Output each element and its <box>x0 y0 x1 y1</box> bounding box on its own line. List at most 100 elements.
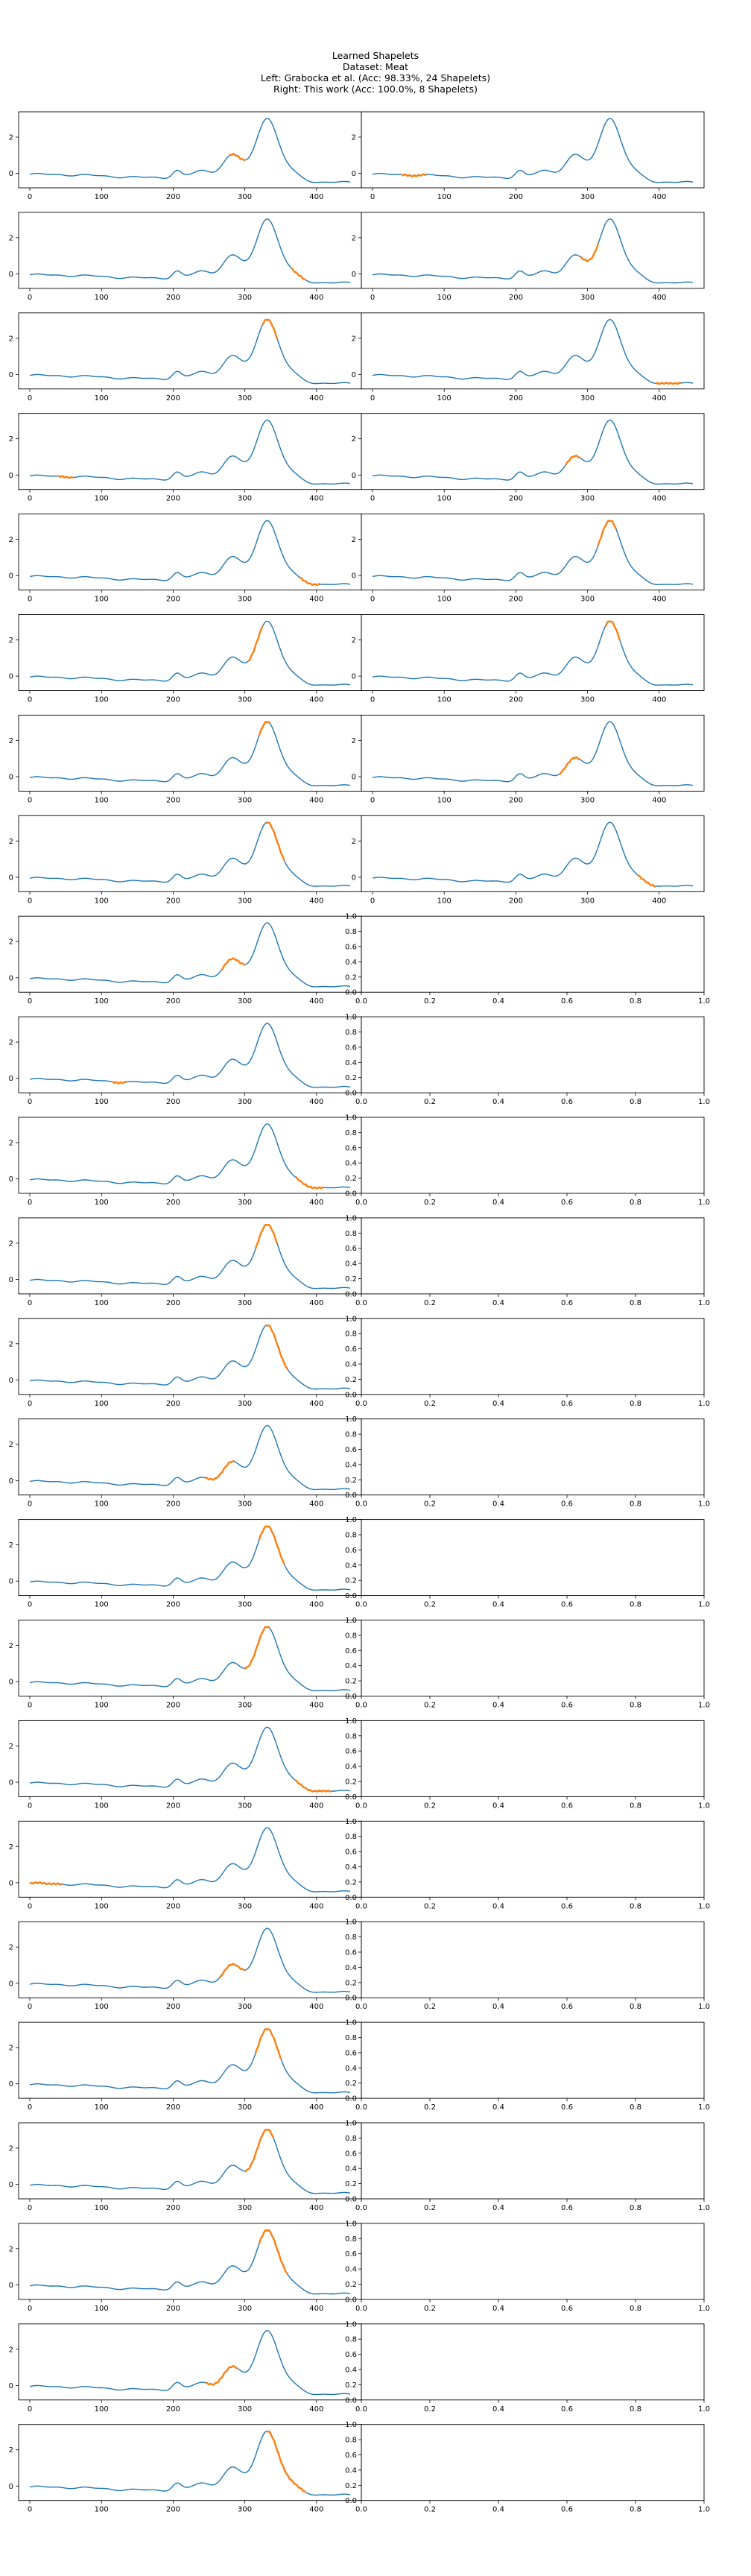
y-tick-label: 0.4 <box>345 1863 357 1872</box>
y-tick-label: 2 <box>9 2144 13 2153</box>
x-tick-label: 0.6 <box>561 1299 573 1307</box>
x-tick-label: 0.2 <box>424 2204 436 2212</box>
x-tick-label: 400 <box>652 696 666 704</box>
x-tick-label: 400 <box>309 897 323 905</box>
y-tick-label: 0.2 <box>345 1275 357 1284</box>
x-tick-label: 0 <box>28 2305 32 2313</box>
x-tick-label: 1.0 <box>698 2405 710 2414</box>
x-tick-label: 0.8 <box>630 1802 641 1810</box>
x-tick-label: 0.0 <box>355 1802 367 1810</box>
x-tick-label: 0.4 <box>492 1902 504 1910</box>
subplot-left-10: 0 100 200 300 400 0 2 <box>9 1016 362 1106</box>
x-tick-label: 200 <box>509 495 523 503</box>
series-line <box>29 1726 351 1792</box>
y-tick-label: 0.0 <box>345 1894 357 1902</box>
y-tick-label: 0.8 <box>345 1330 357 1339</box>
x-tick-label: 200 <box>166 997 180 1006</box>
x-tick-label: 1.0 <box>698 1199 710 1207</box>
y-tick-label: 0 <box>9 1276 13 1284</box>
shapelet-left-5 <box>298 576 321 587</box>
y-tick-label: 0 <box>9 1377 13 1385</box>
y-tick-label: 0.4 <box>345 2065 357 2073</box>
x-tick-label: 0.0 <box>355 2204 367 2212</box>
x-tick-label: 100 <box>95 394 109 402</box>
y-tick-label: 1.0 <box>345 1114 357 1123</box>
y-tick-label: 2 <box>9 435 13 443</box>
axes-frame <box>361 514 705 591</box>
x-tick-label: 300 <box>580 394 595 402</box>
y-tick-label: 0.8 <box>345 2336 357 2344</box>
x-tick-label: 0.4 <box>492 2305 504 2313</box>
y-tick-label: 0 <box>9 1779 13 1787</box>
subplot-left-16: 0 100 200 300 400 0 2 <box>9 1620 362 1710</box>
y-tick-label: 0 <box>352 271 356 279</box>
y-tick-label: 0.0 <box>345 989 357 997</box>
x-tick-label: 0 <box>370 897 375 905</box>
shapelet-left-24 <box>266 2430 306 2493</box>
y-tick-label: 0.4 <box>345 2367 357 2375</box>
shapelet-left-20 <box>254 2028 282 2059</box>
x-tick-label: 100 <box>437 294 451 302</box>
x-tick-label: 0.6 <box>561 1400 573 1408</box>
x-tick-label: 300 <box>580 897 595 905</box>
y-tick-label: 0.0 <box>345 1491 357 1500</box>
y-tick-label: 0.6 <box>345 1345 357 1354</box>
y-tick-label: 0 <box>9 974 13 982</box>
x-tick-label: 0.2 <box>424 1400 436 1408</box>
x-tick-label: 0 <box>28 897 32 905</box>
x-tick-label: 0 <box>370 796 375 804</box>
shapelet-left-14 <box>205 1459 235 1481</box>
x-tick-label: 0 <box>28 796 32 804</box>
y-tick-label: 0 <box>9 472 13 480</box>
y-tick-label: 0 <box>9 2181 13 2189</box>
x-tick-label: 100 <box>95 2103 109 2112</box>
x-tick-label: 0.2 <box>424 2305 436 2313</box>
x-tick-label: 1.0 <box>698 2103 710 2112</box>
subplot-right-11: 0.0 0.2 0.4 0.6 0.8 1.0 0.0 0.2 0.4 0.6 0.8 1.0 <box>345 1114 710 1208</box>
y-tick-label: 0.8 <box>345 1632 357 1640</box>
x-tick-label: 200 <box>166 2506 180 2514</box>
x-tick-label: 400 <box>652 897 666 905</box>
subplot-left-6: 0 100 200 300 400 0 2 <box>9 614 362 704</box>
y-tick-label: 0.2 <box>345 1577 357 1585</box>
x-tick-label: 400 <box>652 294 666 302</box>
x-tick-label: 1.0 <box>698 2003 710 2011</box>
y-tick-label: 0.0 <box>345 2296 357 2304</box>
x-tick-label: 300 <box>238 1199 252 1207</box>
y-tick-label: 0.8 <box>345 2437 357 2445</box>
x-tick-label: 0.4 <box>492 2405 504 2414</box>
x-tick-label: 400 <box>309 2103 323 2112</box>
shapelet-right-3 <box>655 382 681 385</box>
series-line <box>29 721 351 786</box>
x-tick-label: 0.8 <box>630 1500 641 1509</box>
y-tick-label: 1.0 <box>345 1617 357 1625</box>
subplot-right-18: 0.0 0.2 0.4 0.6 0.8 1.0 0.0 0.2 0.4 0.6 0.8 1.0 <box>345 1818 710 1911</box>
y-tick-label: 0.8 <box>345 1833 357 1841</box>
x-tick-label: 0 <box>370 596 375 604</box>
x-tick-label: 200 <box>166 2103 180 2112</box>
x-tick-label: 1.0 <box>698 1902 710 1910</box>
shapelet-left-9 <box>221 957 246 970</box>
x-tick-label: 0.4 <box>492 1702 504 1710</box>
y-tick-label: 0.6 <box>345 1245 357 1253</box>
subplot-left-9: 0 100 200 300 400 0 2 <box>9 915 362 1006</box>
series-line <box>29 2430 351 2496</box>
x-tick-label: 300 <box>238 294 252 302</box>
empty-axes-frame <box>361 1016 705 1093</box>
y-tick-label: 0.4 <box>345 2266 357 2274</box>
x-tick-label: 0.2 <box>424 1299 436 1307</box>
y-tick-label: 0.0 <box>345 2095 357 2103</box>
y-tick-label: 0 <box>9 774 13 782</box>
y-tick-label: 0.0 <box>345 1290 357 1298</box>
x-tick-label: 0.2 <box>424 1500 436 1509</box>
x-tick-label: 200 <box>166 193 180 201</box>
x-tick-label: 0.2 <box>424 2506 436 2514</box>
x-tick-label: 200 <box>166 1702 180 1710</box>
y-tick-label: 0.0 <box>345 1090 357 1098</box>
axes-frame <box>361 815 705 892</box>
x-tick-label: 300 <box>238 897 252 905</box>
empty-axes-frame <box>361 1418 705 1496</box>
y-tick-label: 0 <box>9 1879 13 1887</box>
shapelet-left-1 <box>228 153 246 162</box>
x-tick-label: 0.4 <box>492 2506 504 2514</box>
